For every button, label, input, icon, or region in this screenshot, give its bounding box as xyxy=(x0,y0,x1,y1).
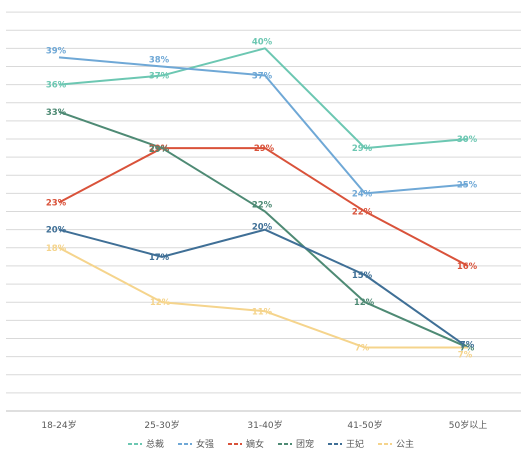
data-label: 24% xyxy=(352,189,373,199)
legend-label: 嫡女 xyxy=(246,438,264,450)
data-label: 22% xyxy=(352,208,373,218)
data-label: 12% xyxy=(354,298,375,308)
x-tick-label: 25-30岁 xyxy=(144,419,179,431)
legend-label: 女强 xyxy=(196,438,214,450)
legend-label: 公主 xyxy=(396,438,414,450)
data-label: 20% xyxy=(46,226,67,236)
data-label: 17% xyxy=(149,253,170,263)
legend-item[interactable]: 王妃 xyxy=(328,438,364,450)
legend-item[interactable]: 总裁 xyxy=(128,438,164,450)
x-tick-label: 31-40岁 xyxy=(247,419,282,431)
series-line xyxy=(58,228,469,349)
legend-label: 团宠 xyxy=(296,438,314,450)
legend-item[interactable]: 团宠 xyxy=(278,438,314,450)
x-tick-label: 41-50岁 xyxy=(347,419,382,431)
data-label: 18% xyxy=(46,244,67,254)
series-line xyxy=(58,246,468,349)
data-labels: 36% 37% 40% 29% 30% 39% 38% 37% 24% 25% 23% 29% 29% 2… xyxy=(46,37,478,360)
x-axis: 18-24岁 25-30岁 31-40岁 41-50岁 50岁以上 xyxy=(6,410,521,431)
legend-label: 王妃 xyxy=(346,438,364,450)
data-label: 39% xyxy=(46,46,67,56)
data-label: 20% xyxy=(252,223,273,233)
legend-item[interactable]: 公主 xyxy=(378,438,414,450)
data-label: 15% xyxy=(352,271,373,281)
series-lines xyxy=(58,47,469,349)
data-label: 7% xyxy=(458,351,473,361)
x-tick-label: 18-24岁 xyxy=(41,419,76,431)
legend-item[interactable]: 女强 xyxy=(178,438,214,450)
data-label: 30% xyxy=(457,135,478,145)
data-label: 40% xyxy=(252,37,273,47)
legend: 总裁 女强 嫡女 团宠 王妃 公主 xyxy=(128,438,414,450)
legend-label: 总裁 xyxy=(146,438,164,450)
data-label: 11% xyxy=(252,307,273,317)
data-label: 37% xyxy=(149,72,170,82)
data-label: 7% xyxy=(460,341,475,351)
data-label: 12% xyxy=(150,298,171,308)
legend-item[interactable]: 嫡女 xyxy=(228,438,264,450)
data-label: 36% xyxy=(46,81,67,91)
data-label: 38% xyxy=(149,55,170,65)
x-tick-label: 50岁以上 xyxy=(449,419,487,431)
data-label: 29% xyxy=(254,144,275,154)
data-label: 37% xyxy=(252,72,273,82)
data-label: 25% xyxy=(457,180,478,190)
data-label: 16% xyxy=(457,262,478,272)
series-line xyxy=(58,56,469,195)
data-label: 29% xyxy=(149,144,170,154)
data-label: 29% xyxy=(149,145,170,155)
data-label: 22% xyxy=(252,201,273,211)
data-label: 33% xyxy=(46,108,67,118)
data-label: 23% xyxy=(46,198,67,208)
data-label: 7% xyxy=(460,344,475,354)
series-line xyxy=(58,147,469,267)
grid-lines xyxy=(6,11,521,394)
series-line xyxy=(58,110,469,349)
data-label: 7% xyxy=(355,344,370,354)
series-line xyxy=(58,47,469,150)
data-label: 29% xyxy=(352,144,373,154)
